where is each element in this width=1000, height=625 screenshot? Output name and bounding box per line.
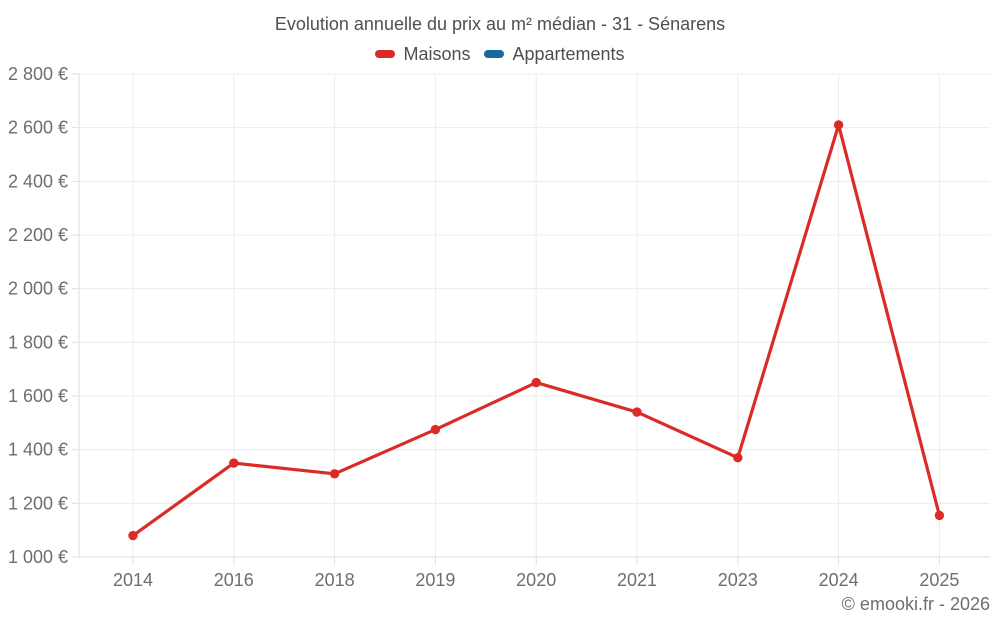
y-axis-label: 1 200 € — [8, 493, 68, 513]
x-axis-label: 2023 — [718, 570, 758, 590]
chart-title: Evolution annuelle du prix au m² médian … — [274, 14, 726, 34]
x-axis-label: 2019 — [415, 570, 455, 590]
y-axis-label: 2 200 € — [8, 225, 68, 245]
maisons-data-point[interactable] — [128, 530, 138, 541]
legend-item-appartements[interactable]: Appartements — [484, 43, 625, 65]
y-axis-label: 2 000 € — [8, 279, 68, 299]
maisons-swatch-icon — [375, 50, 396, 58]
maisons-data-point[interactable] — [531, 377, 541, 388]
y-axis-label: 1 600 € — [8, 386, 68, 406]
x-axis-label: 2016 — [214, 570, 254, 590]
maisons-data-point[interactable] — [833, 120, 844, 130]
y-axis-label: 2 400 € — [8, 171, 68, 191]
maisons-data-point[interactable] — [733, 453, 743, 463]
maisons-data-point[interactable] — [632, 407, 642, 417]
x-axis-label: 2018 — [315, 570, 355, 590]
y-axis-label: 1 000 € — [8, 547, 68, 567]
y-axis-label: 1 400 € — [8, 440, 68, 460]
x-axis-label: 2021 — [617, 570, 657, 590]
legend-label: Maisons — [403, 44, 471, 64]
maisons-data-point[interactable] — [229, 458, 239, 468]
maisons-data-point[interactable] — [934, 510, 945, 521]
chart-legend: Maisons Appartements — [0, 43, 1000, 65]
legend-item-maisons[interactable]: Maisons — [375, 43, 470, 65]
x-axis-label: 2014 — [113, 570, 153, 590]
appartements-swatch-icon — [484, 50, 505, 58]
copyright-credit: © emooki.fr - 2026 — [841, 594, 990, 614]
y-axis-label: 1 800 € — [8, 332, 68, 352]
legend-label: Appartements — [512, 44, 625, 64]
y-axis-label: 2 600 € — [8, 118, 68, 138]
y-axis-label: 2 800 € — [8, 64, 68, 84]
maisons-data-point[interactable] — [329, 469, 340, 479]
x-axis-label: 2020 — [516, 570, 556, 590]
x-axis-label: 2025 — [919, 570, 959, 590]
x-axis-label: 2024 — [819, 570, 859, 590]
maisons-data-point[interactable] — [430, 424, 441, 435]
